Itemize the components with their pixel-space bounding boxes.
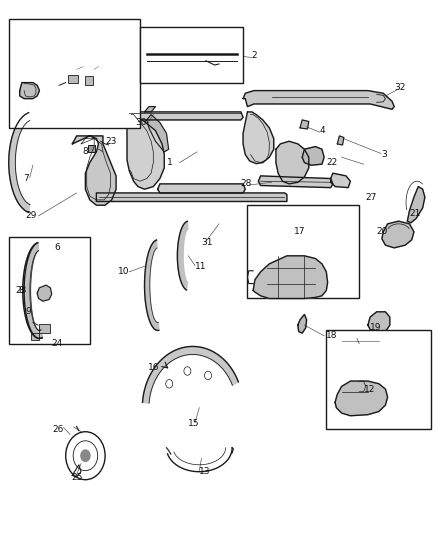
Polygon shape <box>118 112 164 189</box>
Text: 16: 16 <box>148 364 160 372</box>
Text: 23: 23 <box>105 137 117 146</box>
Polygon shape <box>20 83 39 99</box>
Text: 32: 32 <box>394 84 406 92</box>
Text: 30: 30 <box>135 118 147 127</box>
Text: 18: 18 <box>326 332 338 340</box>
Text: 26: 26 <box>52 425 64 433</box>
Text: 15: 15 <box>188 419 200 428</box>
Text: 10: 10 <box>118 268 129 276</box>
Text: 6: 6 <box>54 244 60 252</box>
Text: 7: 7 <box>23 174 28 183</box>
Text: 21: 21 <box>410 209 421 217</box>
Polygon shape <box>72 136 116 205</box>
Polygon shape <box>177 221 188 290</box>
Text: 1: 1 <box>167 158 173 167</box>
Text: 29: 29 <box>26 212 37 220</box>
Polygon shape <box>142 346 238 403</box>
Polygon shape <box>147 115 169 152</box>
Polygon shape <box>253 256 328 298</box>
Polygon shape <box>145 240 159 330</box>
Bar <box>326 330 431 429</box>
Polygon shape <box>145 107 155 112</box>
Text: 20: 20 <box>377 228 388 236</box>
Text: 4: 4 <box>320 126 325 135</box>
Text: 27: 27 <box>366 193 377 201</box>
Text: 17: 17 <box>293 228 305 236</box>
Polygon shape <box>276 141 309 184</box>
Text: 31: 31 <box>201 238 213 247</box>
Text: 25: 25 <box>71 473 82 481</box>
Polygon shape <box>243 112 274 164</box>
Polygon shape <box>243 91 394 109</box>
Text: 9: 9 <box>25 308 31 316</box>
Text: 19: 19 <box>370 324 381 332</box>
Bar <box>39 324 50 333</box>
Bar <box>88 145 95 152</box>
Polygon shape <box>331 173 350 188</box>
Polygon shape <box>23 243 42 338</box>
Bar <box>247 205 359 298</box>
Polygon shape <box>24 243 42 338</box>
Polygon shape <box>96 193 287 201</box>
Text: 12: 12 <box>364 385 376 393</box>
Polygon shape <box>127 112 243 120</box>
Text: 24: 24 <box>51 340 63 348</box>
Polygon shape <box>258 176 333 188</box>
Circle shape <box>80 449 91 462</box>
Polygon shape <box>302 147 324 165</box>
Bar <box>9 237 90 344</box>
Polygon shape <box>407 187 425 223</box>
Polygon shape <box>158 184 245 193</box>
Polygon shape <box>335 381 388 416</box>
Polygon shape <box>368 312 390 333</box>
Polygon shape <box>337 136 344 145</box>
Text: 23: 23 <box>15 286 26 295</box>
Polygon shape <box>9 112 30 213</box>
Text: 22: 22 <box>326 158 338 167</box>
Bar <box>9 19 140 128</box>
Bar <box>31 333 39 340</box>
Polygon shape <box>382 221 414 248</box>
Text: 13: 13 <box>199 467 211 476</box>
Text: 8: 8 <box>82 148 88 156</box>
Text: 8: 8 <box>18 286 24 295</box>
Polygon shape <box>37 285 52 301</box>
Bar <box>85 76 93 85</box>
Polygon shape <box>298 314 307 333</box>
Text: 11: 11 <box>195 262 206 271</box>
Polygon shape <box>300 120 309 129</box>
Text: 3: 3 <box>381 150 387 159</box>
Bar <box>140 27 243 83</box>
Text: 2: 2 <box>252 52 258 60</box>
Text: 28: 28 <box>240 180 252 188</box>
Bar <box>68 75 78 83</box>
